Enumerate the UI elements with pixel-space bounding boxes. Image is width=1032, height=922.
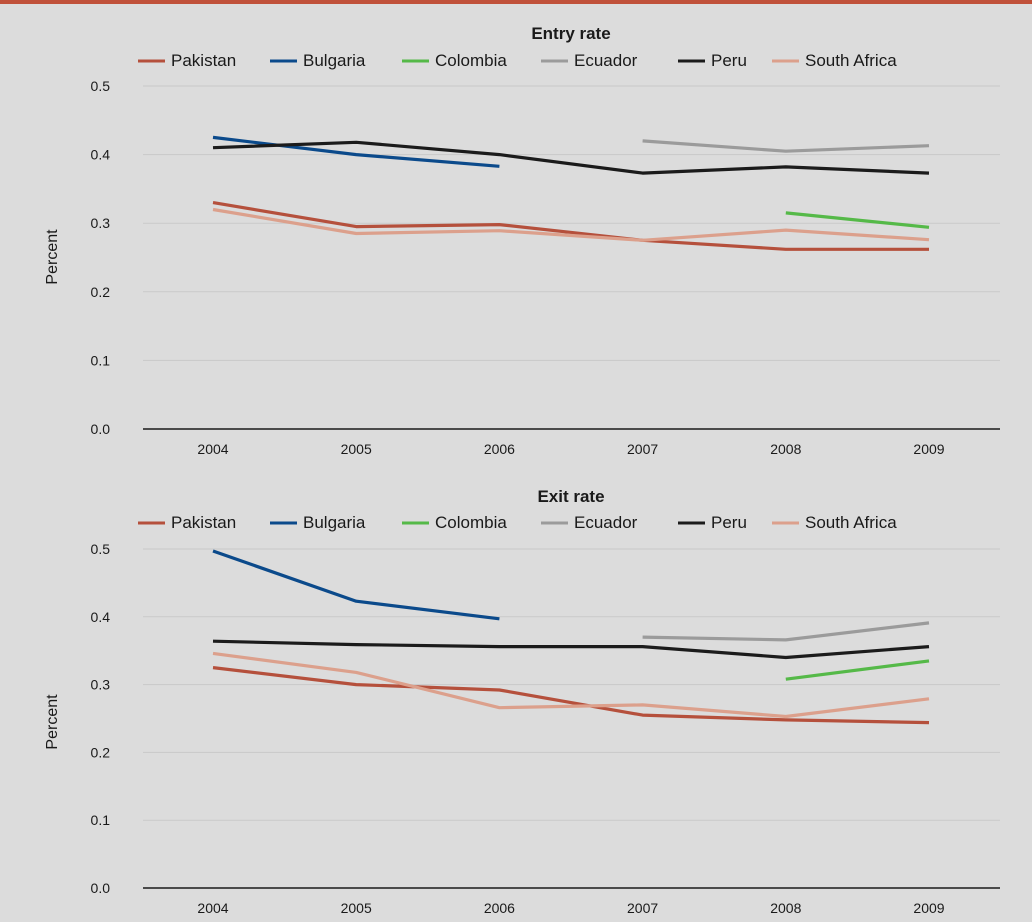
chart-2-xtick-2004: 2004 xyxy=(197,900,228,916)
chart-2-ytick-0-1: 0.1 xyxy=(91,812,111,828)
chart-1-ytick-0-2: 0.2 xyxy=(91,284,111,300)
chart-2-legend-label-south-africa: South Africa xyxy=(805,513,897,532)
chart-2-xtick-2006: 2006 xyxy=(484,900,515,916)
chart-1-series-south-africa xyxy=(212,207,930,242)
chart-2-legend-label-peru: Peru xyxy=(711,513,747,532)
chart-1-series-bulgaria xyxy=(212,135,500,168)
chart-1-legend-label-pakistan: Pakistan xyxy=(171,51,236,70)
chart-1-series-peru xyxy=(212,140,930,175)
chart-1-series-pakistan xyxy=(212,201,929,251)
chart-1-legend-label-south-africa: South Africa xyxy=(805,51,897,70)
chart-2-series-bulgaria xyxy=(212,549,500,621)
chart-1-xtick-2007: 2007 xyxy=(627,441,658,457)
chart-1-legend-label-bulgaria: Bulgaria xyxy=(303,51,366,70)
chart-2-ytick-0-0: 0.0 xyxy=(91,880,111,896)
chart-2-ytick-0-3: 0.3 xyxy=(91,677,111,693)
chart-2-legend-label-ecuador: Ecuador xyxy=(574,513,638,532)
chart-2-title: Exit rate xyxy=(537,487,604,506)
chart-1-title: Entry rate xyxy=(531,24,610,43)
chart-1-xtick-2006: 2006 xyxy=(484,441,515,457)
chart-1-ytick-0-3: 0.3 xyxy=(91,215,111,231)
chart-1-xtick-2005: 2005 xyxy=(341,441,372,457)
chart-2-series-pakistan xyxy=(212,666,930,725)
chart-2-series-ecuador xyxy=(642,621,930,642)
chart-2-xtick-2008: 2008 xyxy=(770,900,801,916)
chart-2-ytick-0-2: 0.2 xyxy=(91,744,111,760)
chart-2-xtick-2005: 2005 xyxy=(341,900,372,916)
chart-1-legend-label-colombia: Colombia xyxy=(435,51,507,70)
chart-2-y-axis-label: Percent xyxy=(44,694,61,750)
chart-1-series-ecuador xyxy=(642,139,930,153)
chart-1-ytick-0-4: 0.4 xyxy=(91,147,111,163)
chart-1-legend-label-ecuador: Ecuador xyxy=(574,51,638,70)
chart-2-ytick-0-5: 0.5 xyxy=(91,541,111,557)
chart-2-xtick-2009: 2009 xyxy=(913,900,944,916)
chart-panel-1: Entry rate Pakistan Bulgaria Colombia Ecuado… xyxy=(44,24,1000,457)
chart-1-legend-label-peru: Peru xyxy=(711,51,747,70)
chart-2-ytick-0-4: 0.4 xyxy=(91,609,111,625)
chart-2-series-peru xyxy=(212,639,930,660)
chart-1-ytick-0-0: 0.0 xyxy=(91,421,111,437)
chart-1-series-colombia xyxy=(785,211,930,229)
chart-2-legend-label-pakistan: Pakistan xyxy=(171,513,236,532)
chart-1-xtick-2009: 2009 xyxy=(913,441,944,457)
chart-1-ytick-0-1: 0.1 xyxy=(91,352,111,368)
chart-1-y-axis-label: Percent xyxy=(44,229,61,285)
chart-2-series-south-africa xyxy=(212,651,930,719)
chart-2-series-colombia xyxy=(785,659,930,681)
chart-1-xtick-2004: 2004 xyxy=(197,441,228,457)
chart-2-legend-label-bulgaria: Bulgaria xyxy=(303,513,366,532)
chart-1-ytick-0-5: 0.5 xyxy=(91,78,111,94)
chart-2-xtick-2007: 2007 xyxy=(627,900,658,916)
chart-1-xtick-2008: 2008 xyxy=(770,441,801,457)
chart-panel-2: Exit rate Pakistan Bulgaria Colombia Ecuador… xyxy=(44,487,1000,916)
chart-2-legend-label-colombia: Colombia xyxy=(435,513,507,532)
top-accent-bar xyxy=(0,0,1032,4)
